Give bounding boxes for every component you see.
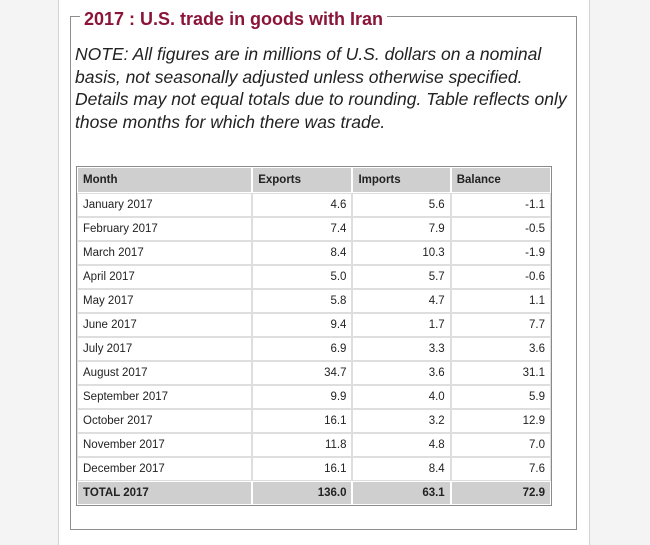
cell-balance: 7.0: [450, 433, 551, 457]
cell-balance: 5.9: [450, 385, 551, 409]
cell-balance: -0.5: [450, 217, 551, 241]
table-row: August 2017 34.7 3.6 31.1: [77, 361, 551, 385]
cell-imports: 1.7: [352, 313, 451, 337]
cell-month: May 2017: [77, 289, 253, 313]
cell-exports: 34.7: [252, 361, 353, 385]
cell-exports: 9.9: [252, 385, 353, 409]
trade-table: Month Exports Imports Balance January 20…: [76, 166, 552, 506]
cell-month: November 2017: [77, 433, 253, 457]
table-row: July 2017 6.9 3.3 3.6: [77, 337, 551, 361]
cell-imports: 3.2: [352, 409, 451, 433]
cell-imports: 7.9: [352, 217, 451, 241]
cell-imports: 3.3: [352, 337, 451, 361]
cell-exports: 16.1: [252, 409, 353, 433]
cell-month: August 2017: [77, 361, 253, 385]
cell-balance: 12.9: [450, 409, 551, 433]
table-row: December 2017 16.1 8.4 7.6: [77, 457, 551, 481]
total-imports: 63.1: [352, 481, 451, 505]
cell-imports: 4.7: [352, 289, 451, 313]
table-row: November 2017 11.8 4.8 7.0: [77, 433, 551, 457]
cell-balance: -0.6: [450, 265, 551, 289]
cell-balance: 31.1: [450, 361, 551, 385]
table-row: September 2017 9.9 4.0 5.9: [77, 385, 551, 409]
cell-exports: 8.4: [252, 241, 353, 265]
cell-imports: 3.6: [352, 361, 451, 385]
cell-exports: 4.6: [252, 193, 353, 217]
cell-month: April 2017: [77, 265, 253, 289]
page-title: 2017 : U.S. trade in goods with Iran: [80, 8, 388, 30]
cell-balance: -1.9: [450, 241, 551, 265]
cell-month: December 2017: [77, 457, 253, 481]
cell-imports: 5.6: [352, 193, 451, 217]
cell-exports: 6.9: [252, 337, 353, 361]
cell-month: June 2017: [77, 313, 253, 337]
cell-month: October 2017: [77, 409, 253, 433]
cell-exports: 5.0: [252, 265, 353, 289]
cell-exports: 7.4: [252, 217, 353, 241]
table-row: January 2017 4.6 5.6 -1.1: [77, 193, 551, 217]
cell-exports: 5.8: [252, 289, 353, 313]
cell-balance: -1.1: [450, 193, 551, 217]
table-row: April 2017 5.0 5.7 -0.6: [77, 265, 551, 289]
cell-imports: 4.8: [352, 433, 451, 457]
cell-month: March 2017: [77, 241, 253, 265]
total-row: TOTAL 2017 136.0 63.1 72.9: [77, 481, 551, 505]
table-row: February 2017 7.4 7.9 -0.5: [77, 217, 551, 241]
cell-month: July 2017: [77, 337, 253, 361]
cell-exports: 11.8: [252, 433, 353, 457]
table-row: October 2017 16.1 3.2 12.9: [77, 409, 551, 433]
cell-imports: 8.4: [352, 457, 451, 481]
cell-imports: 4.0: [352, 385, 451, 409]
cell-imports: 5.7: [352, 265, 451, 289]
cell-exports: 9.4: [252, 313, 353, 337]
cell-balance: 7.6: [450, 457, 551, 481]
table-row: March 2017 8.4 10.3 -1.9: [77, 241, 551, 265]
cell-month: February 2017: [77, 217, 253, 241]
table-row: June 2017 9.4 1.7 7.7: [77, 313, 551, 337]
header-balance: Balance: [450, 167, 551, 193]
total-balance: 72.9: [450, 481, 551, 505]
header-imports: Imports: [352, 167, 451, 193]
cell-balance: 1.1: [450, 289, 551, 313]
cell-imports: 10.3: [352, 241, 451, 265]
header-month: Month: [77, 167, 253, 193]
cell-month: January 2017: [77, 193, 253, 217]
total-month: TOTAL 2017: [77, 481, 253, 505]
total-exports: 136.0: [252, 481, 353, 505]
cell-month: September 2017: [77, 385, 253, 409]
cell-balance: 3.6: [450, 337, 551, 361]
header-exports: Exports: [252, 167, 353, 193]
cell-exports: 16.1: [252, 457, 353, 481]
table-row: May 2017 5.8 4.7 1.1: [77, 289, 551, 313]
note-text: NOTE: All figures are in millions of U.S…: [75, 44, 567, 132]
table-header-row: Month Exports Imports Balance: [77, 167, 551, 193]
cell-balance: 7.7: [450, 313, 551, 337]
